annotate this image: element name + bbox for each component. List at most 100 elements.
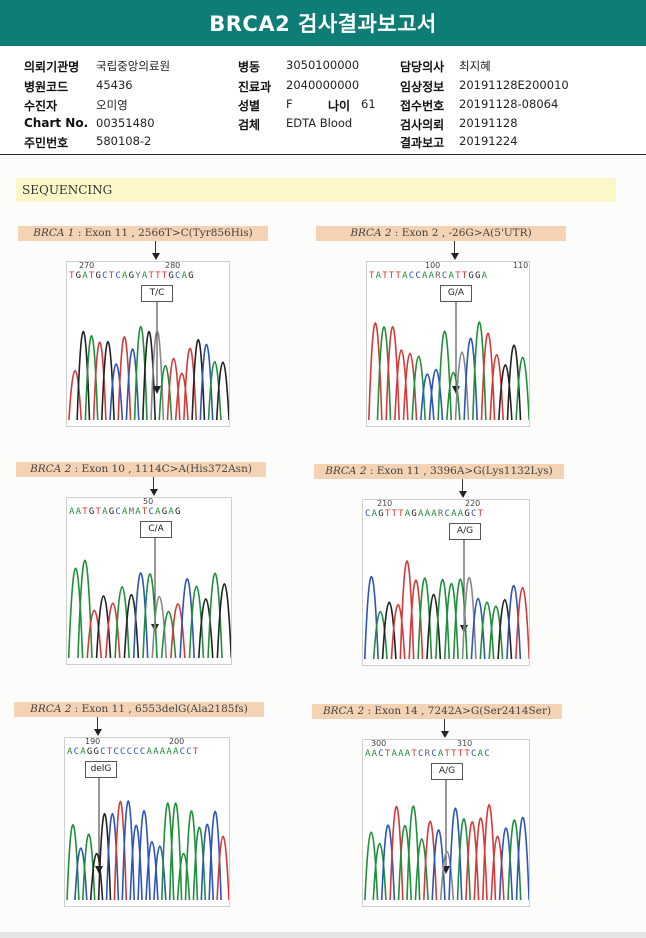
- trace-peak: [168, 802, 183, 901]
- gene-name: BRCA 2: [30, 703, 72, 715]
- trace-peak: [76, 330, 91, 421]
- trace-peak: [197, 598, 214, 659]
- trace-peak: [435, 579, 451, 660]
- chromatogram: 270 280 TGATGCTCAGYATTTGCAG T/C: [66, 261, 230, 427]
- trace-peak: [463, 337, 478, 421]
- base-letter: T: [464, 749, 471, 759]
- chromatogram-panel: BRCA 1 : Exon 11 , 2566T>C(Tyr856His) 27…: [18, 226, 268, 431]
- trace-peak: [372, 610, 388, 660]
- base-letter: C: [126, 747, 134, 757]
- trace-peak: [479, 601, 495, 660]
- label-sex: 성별: [238, 99, 261, 113]
- trace-peak: [397, 825, 413, 901]
- base-letter: C: [441, 271, 449, 281]
- base-letter: A: [69, 507, 76, 517]
- trace-peak: [498, 827, 514, 901]
- base-letter: C: [179, 747, 187, 757]
- position-label-left: 270: [79, 261, 95, 270]
- label-physician: 담당의사: [400, 60, 445, 74]
- page-footer-strip: [0, 932, 646, 938]
- base-letter: T: [384, 509, 392, 519]
- base-letter: A: [424, 509, 432, 519]
- variant-detail: : Exon 14 , 7242A>G(Ser2414Ser): [364, 705, 552, 717]
- base-letter: C: [148, 507, 156, 517]
- base-letter: G: [464, 509, 471, 519]
- trace-peak: [446, 371, 461, 421]
- trace-peak: [448, 807, 463, 901]
- base-letter: R: [424, 749, 432, 759]
- base-sequence: TGATGCTCAGYATTTGCAG: [69, 271, 227, 281]
- trace-peak: [368, 322, 383, 421]
- value-report-date: 20191224: [459, 134, 518, 148]
- base-letter: C: [415, 271, 422, 281]
- base-letter: A: [398, 749, 405, 759]
- base-letter: A: [173, 747, 180, 757]
- trace-peak: [160, 610, 177, 659]
- chromatogram: 210 220 CAGTTTAGAAARCAAGCT A/G: [362, 499, 530, 666]
- trace-peak: [207, 361, 222, 421]
- base-letter: C: [113, 747, 120, 757]
- trace-peak: [394, 349, 409, 421]
- base-letter: C: [175, 271, 182, 281]
- trace-peak: [364, 831, 379, 901]
- trace-peak: [105, 812, 120, 901]
- trace-peak: [406, 805, 421, 901]
- base-letter: G: [88, 507, 96, 517]
- trace-peak: [489, 353, 504, 421]
- chromatogram-panel: BRCA 2 : Exon 11 , 3396A>G(Lys1132Lys) 2…: [314, 464, 564, 670]
- position-label-left: 100: [425, 261, 441, 270]
- trace-peak: [68, 369, 83, 421]
- base-letter: T: [82, 507, 89, 517]
- label-accession-no: 접수번호: [400, 99, 445, 113]
- variant-detail: : Exon 2 , -26G>A(5'UTR): [391, 227, 532, 239]
- trace-peak: [166, 357, 181, 421]
- variant-call-box: A/G: [449, 523, 481, 540]
- trace-peak: [515, 816, 529, 901]
- base-letter: R: [435, 271, 442, 281]
- chromatogram: 190 200 ACAGGCTCCCCCAAAAACCT delG: [64, 737, 230, 907]
- trace-plot: [363, 540, 529, 660]
- trace-peak: [506, 585, 522, 660]
- base-letter: A: [181, 271, 189, 281]
- trace-plot: [368, 302, 529, 421]
- trace-peak: [125, 348, 140, 421]
- base-letter: A: [122, 271, 129, 281]
- position-label-right: 110: [513, 261, 529, 270]
- base-letter: T: [382, 271, 389, 281]
- base-letter: A: [371, 509, 379, 519]
- base-letter: A: [102, 507, 109, 517]
- base-letter: G: [378, 509, 385, 519]
- trace-peak: [207, 572, 223, 659]
- base-letter: T: [451, 749, 458, 759]
- trace-peak: [109, 363, 124, 421]
- trace-peak: [215, 361, 229, 421]
- trace-plot: [68, 302, 229, 421]
- variant-caption: BRCA 2 : Exon 11 , 3396A>G(Lys1132Lys): [314, 464, 564, 479]
- variant-caption: BRCA 2 : Exon 11 , 6553delG(Ala2185fs): [14, 702, 264, 717]
- trace-peak: [490, 835, 505, 901]
- trace-peak: [488, 605, 504, 660]
- variant-marker-arrow: [452, 386, 460, 394]
- trace-peak: [515, 356, 529, 421]
- trace-peak: [216, 583, 231, 659]
- position-label-left: 210: [377, 499, 393, 508]
- base-letter: A: [437, 749, 445, 759]
- trace-peak: [472, 321, 487, 421]
- base-letter: C: [139, 747, 147, 757]
- label-request-date: 검사의뢰: [400, 118, 445, 132]
- chromatogram-panel: BRCA 2 : Exon 14 , 7242A>G(Ser2414Ser) 3…: [312, 704, 562, 910]
- base-letter: A: [448, 271, 456, 281]
- value-request-date: 20191128: [459, 116, 518, 130]
- trace-peak: [153, 845, 167, 901]
- base-letter: T: [88, 271, 96, 281]
- trace-peak: [507, 819, 522, 901]
- variant-caption: BRCA 2 : Exon 2 , -26G>A(5'UTR): [316, 226, 566, 241]
- trace-peak: [481, 804, 497, 901]
- trace-peak: [158, 365, 173, 421]
- base-letter: G: [86, 747, 94, 757]
- base-letter: C: [408, 271, 416, 281]
- trace-plot: [364, 780, 529, 901]
- base-letter: T: [461, 271, 469, 281]
- base-letter: T: [457, 749, 465, 759]
- trace-peak: [183, 347, 198, 421]
